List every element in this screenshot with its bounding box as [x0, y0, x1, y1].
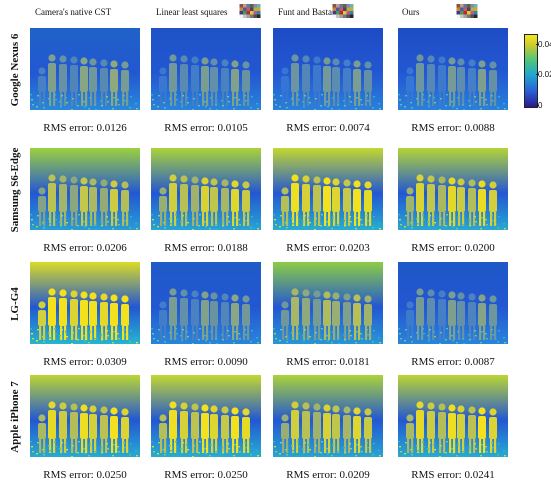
colorbar-tick-mark	[536, 44, 539, 45]
colorbar-tick-label: 0.04	[538, 40, 551, 49]
error-map-image	[30, 28, 140, 110]
error-map-image	[398, 375, 508, 457]
rms-error-label: RMS error: 0.0105	[164, 122, 248, 134]
error-map-image	[30, 262, 140, 344]
rms-error-label: RMS error: 0.0074	[286, 122, 370, 134]
row-label: Samsung S6-Edge	[9, 147, 21, 233]
rms-error-label: RMS error: 0.0200	[411, 242, 495, 254]
colorbar-tick-mark	[536, 74, 539, 75]
rms-error-label: RMS error: 0.0188	[164, 242, 248, 254]
rms-error-label: RMS error: 0.0126	[43, 122, 127, 134]
rms-error-label: RMS error: 0.0241	[411, 469, 495, 481]
rms-error-label: RMS error: 0.0250	[43, 469, 127, 481]
row-label: Apple iPhone 7	[9, 381, 21, 453]
rms-error-label: RMS error: 0.0087	[411, 356, 495, 368]
error-map-image	[30, 375, 140, 457]
column-header: Linear least squares	[156, 7, 228, 17]
color-checker-swatch	[453, 4, 481, 18]
rms-error-label: RMS error: 0.0309	[43, 356, 127, 368]
rms-error-label: RMS error: 0.0250	[164, 469, 248, 481]
rms-error-label: RMS error: 0.0209	[286, 469, 370, 481]
rms-error-label: RMS error: 0.0181	[286, 356, 370, 368]
colorbar	[524, 34, 538, 108]
color-checker-swatch	[236, 4, 264, 18]
colorbar-tick-mark	[536, 105, 539, 106]
colorbar-tick-label: 0.02	[538, 70, 551, 79]
error-map-image	[398, 28, 508, 110]
column-header: Camera's native CST	[35, 7, 112, 17]
column-header: Funt and Bastani [9]	[278, 7, 352, 17]
error-map-image	[398, 148, 508, 230]
colorbar-tick-label: 0	[538, 101, 543, 110]
error-map-image	[30, 148, 140, 230]
error-map-image	[273, 28, 383, 110]
error-map-image	[151, 375, 261, 457]
color-checker-swatch	[329, 4, 357, 18]
error-map-image	[398, 262, 508, 344]
row-label: Google Nexus 6	[9, 33, 21, 107]
rms-error-label: RMS error: 0.0206	[43, 242, 127, 254]
error-map-image	[273, 262, 383, 344]
rms-error-label: RMS error: 0.0090	[164, 356, 248, 368]
error-map-image	[273, 375, 383, 457]
error-map-image	[273, 148, 383, 230]
column-header: Ours	[402, 7, 420, 17]
rms-error-label: RMS error: 0.0203	[286, 242, 370, 254]
rms-error-label: RMS error: 0.0088	[411, 122, 495, 134]
row-label: LG-G4	[9, 287, 21, 321]
error-map-image	[151, 262, 261, 344]
error-map-image	[151, 148, 261, 230]
error-map-image	[151, 28, 261, 110]
